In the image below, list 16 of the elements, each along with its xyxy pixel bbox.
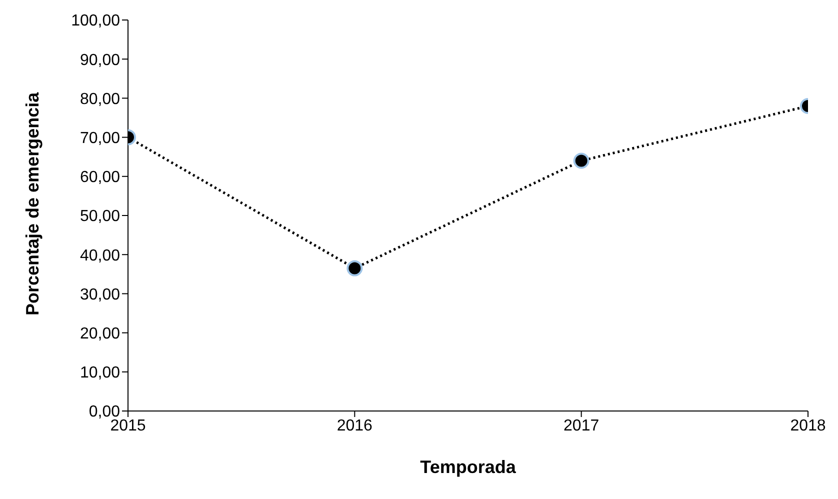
x-tick-label: 2018: [790, 417, 826, 434]
x-axis-title: Temporada: [420, 457, 517, 477]
x-tick-label: 2017: [564, 417, 600, 434]
y-tick-label: 70,00: [80, 130, 120, 147]
y-tick-label: 10,00: [80, 364, 120, 382]
y-tick-label: 50,00: [80, 208, 120, 226]
y-tick-label: 60,00: [80, 169, 120, 186]
y-tick-label: 100,00: [71, 12, 120, 30]
x-tick-label: 2016: [336, 417, 373, 434]
y-tick-label: 20,00: [80, 325, 120, 342]
y-axis-title: Porcentaje de emergencia: [22, 91, 42, 316]
y-tick-label: 90,00: [80, 52, 120, 69]
y-tick-label: 80,00: [80, 90, 120, 108]
y-tick-label: 40,00: [80, 247, 120, 264]
y-tick-label: 30,00: [80, 286, 120, 304]
x-tick-label: 2015: [110, 417, 146, 434]
